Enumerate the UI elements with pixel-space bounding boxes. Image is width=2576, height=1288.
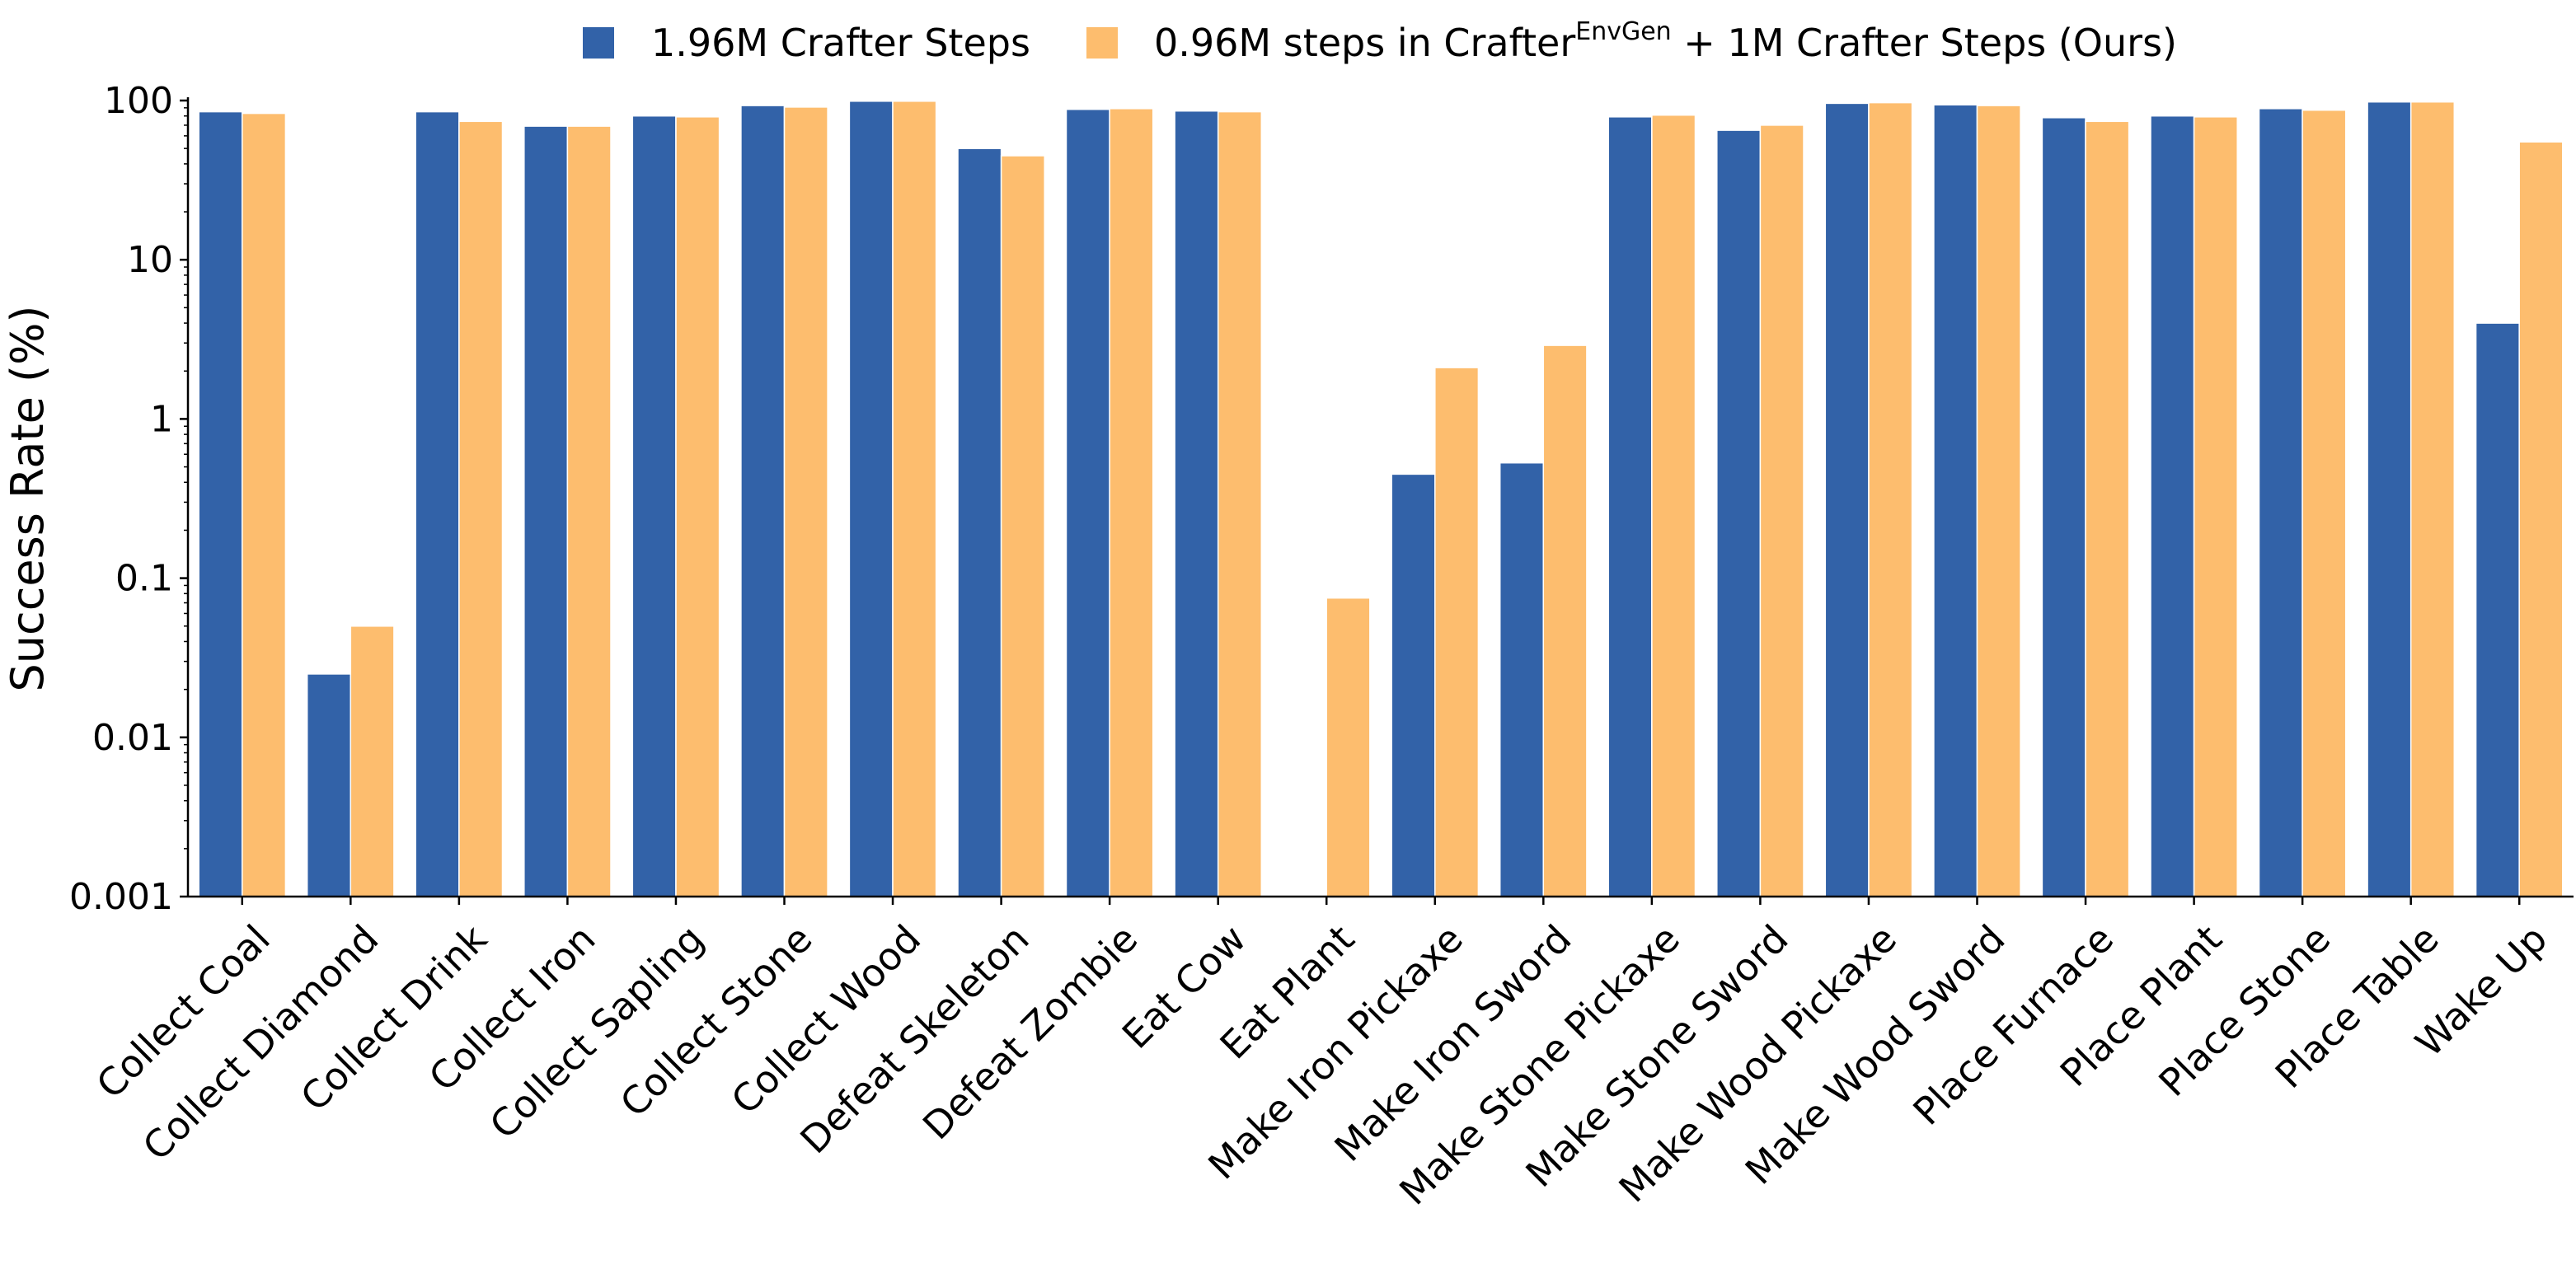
y-tick-label: 0.001 <box>69 876 173 918</box>
bar-ours-collect-iron <box>566 125 612 897</box>
bar-ours-collect-diamond <box>350 625 395 897</box>
y-tick-label: 10 <box>127 239 173 281</box>
bar-ours-make-wood-pickaxe <box>1868 101 1913 897</box>
bar-ours-make-stone-pickaxe <box>1651 114 1696 897</box>
axes-layer: 0.001 0.01 0.1 1 10 100 <box>69 80 2574 918</box>
legend-swatch-ours <box>1086 27 1118 59</box>
x-tick-label: Collect Wood <box>723 916 930 1123</box>
bar-baseline-make-iron-pickaxe <box>1391 473 1436 897</box>
bar-baseline-wake-up <box>2475 322 2520 897</box>
bar-baseline-collect-diamond <box>306 673 352 897</box>
bar-ours-eat-plant <box>1326 597 1371 897</box>
y-tick-label: 0.01 <box>92 717 173 759</box>
bar-baseline-place-furnace <box>2041 117 2086 897</box>
bar-baseline-collect-iron <box>523 125 569 897</box>
bar-baseline-make-stone-pickaxe <box>1607 116 1653 897</box>
bar-baseline-make-stone-sword <box>1716 129 1762 897</box>
x-tick-label: Collect Drink <box>292 916 495 1120</box>
bar-ours-defeat-zombie <box>1109 108 1154 897</box>
bar-baseline-make-wood-sword <box>1933 104 1978 897</box>
legend: 1.96M Crafter Steps 0.96M steps in Crafte… <box>583 17 2177 65</box>
y-tick-label: 0.1 <box>115 558 173 600</box>
bar-ours-collect-stone <box>783 106 828 897</box>
bar-baseline-make-iron-sword <box>1499 461 1545 897</box>
bar-ours-place-stone <box>2302 109 2347 897</box>
bar-ours-make-iron-pickaxe <box>1434 367 1480 897</box>
bar-baseline-collect-stone <box>740 105 786 897</box>
bar-ours-place-furnace <box>2085 120 2130 897</box>
bar-ours-collect-wood <box>892 101 937 897</box>
y-tick-label: 1 <box>150 398 173 440</box>
bar-ours-collect-coal <box>242 112 287 897</box>
bar-ours-eat-cow <box>1217 110 1263 897</box>
bars-layer <box>198 101 2564 897</box>
bar-baseline-collect-sapling <box>631 115 677 897</box>
bar-baseline-defeat-skeleton <box>957 148 1002 897</box>
legend-swatch-baseline <box>583 27 614 59</box>
bar-ours-defeat-skeleton <box>1000 155 1045 897</box>
bar-ours-wake-up <box>2518 141 2564 897</box>
bar-baseline-eat-cow <box>1174 110 1219 897</box>
bar-ours-place-plant <box>2193 116 2238 897</box>
y-tick-label: 100 <box>104 80 173 122</box>
bar-ours-collect-sapling <box>675 116 720 897</box>
bar-baseline-place-table <box>2367 101 2412 897</box>
bar-ours-make-iron-sword <box>1542 344 1588 897</box>
legend-label-ours: 0.96M steps in CrafterEnvGen + 1M Crafte… <box>1154 17 2177 65</box>
bar-baseline-make-wood-pickaxe <box>1824 102 1870 897</box>
bar-baseline-place-plant <box>2150 115 2195 897</box>
bar-ours-make-stone-sword <box>1759 124 1804 897</box>
bar-baseline-collect-coal <box>198 110 243 897</box>
bar-ours-collect-drink <box>458 120 504 897</box>
x-tick-label: Collect Stone <box>612 916 821 1126</box>
bar-ours-place-table <box>2409 101 2456 897</box>
bar-baseline-place-stone <box>2258 108 2303 897</box>
bar-baseline-defeat-zombie <box>1065 108 1110 897</box>
bar-baseline-collect-wood <box>848 101 894 897</box>
legend-label-baseline: 1.96M Crafter Steps <box>651 21 1030 65</box>
bar-ours-make-wood-sword <box>1976 105 2021 897</box>
bar-baseline-collect-drink <box>415 110 460 897</box>
y-axis-label: Success Rate (%) <box>2 306 54 692</box>
